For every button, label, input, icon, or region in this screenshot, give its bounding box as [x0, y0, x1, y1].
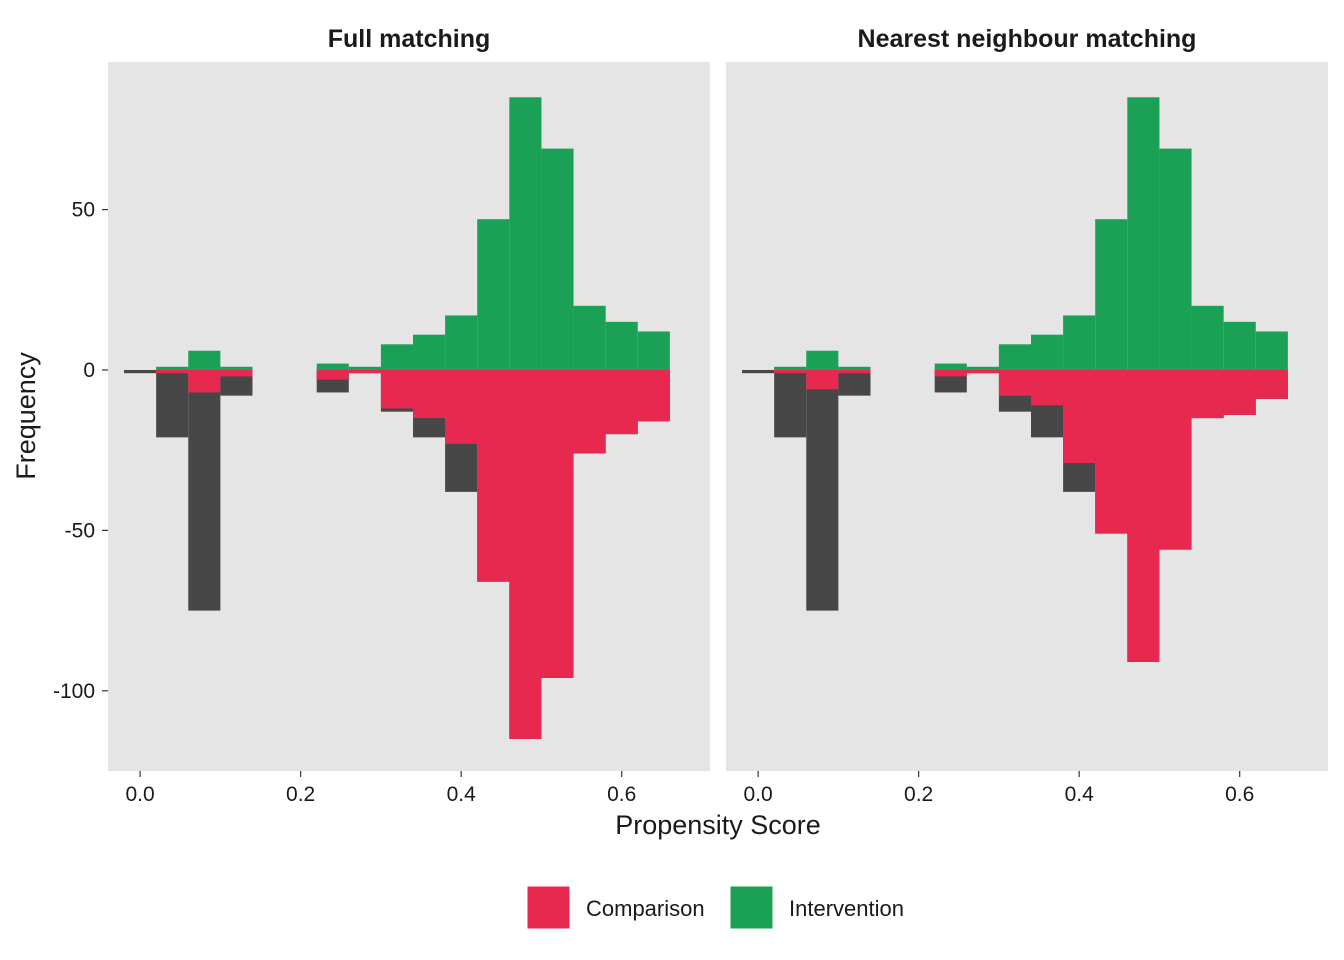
panel-1: Full matching 0.0 0.2 0.4 0.6	[108, 25, 710, 806]
bar-comparison-matched	[998, 369, 1032, 396]
x-tick-label: 0.6	[1225, 783, 1254, 806]
bar-intervention	[1127, 97, 1160, 370]
bar-intervention	[1031, 334, 1064, 370]
bar-comparison-matched	[348, 369, 381, 374]
bar-comparison-matched	[316, 369, 349, 380]
bar-intervention	[445, 315, 478, 370]
y-tick-label: 50	[72, 199, 95, 222]
bar-comparison-matched	[774, 369, 807, 374]
bar-comparison-matched	[1191, 369, 1224, 419]
panel-title: Nearest neighbour matching	[858, 25, 1197, 53]
panel-title: Full matching	[328, 25, 491, 53]
bar-comparison-matched	[806, 369, 839, 390]
bar-intervention	[966, 366, 999, 370]
bar-comparison-matched	[220, 369, 253, 377]
bar-comparison-matched	[838, 369, 871, 374]
bar-comparison-matched	[156, 369, 189, 374]
bar-comparison-matched	[934, 369, 967, 377]
bar-intervention	[806, 350, 839, 370]
x-tick-label: 0.4	[447, 783, 477, 806]
bar-comparison-matched	[188, 369, 221, 393]
bar-comparison-matched	[637, 369, 670, 422]
legend: Comparison Intervention	[526, 885, 904, 930]
bar-comparison-matched	[509, 369, 542, 739]
bar-intervention	[605, 321, 638, 370]
x-tick-label: 0.6	[607, 783, 636, 806]
panel-2: Nearest neighbour matching 0.0 0.2 0.4 0.6	[726, 25, 1328, 806]
legend-key-intervention	[729, 885, 774, 930]
bar-intervention	[413, 334, 446, 370]
bar-intervention	[637, 331, 670, 370]
bar-intervention	[774, 366, 807, 370]
bar-comparison-matched	[1095, 369, 1128, 534]
bar-intervention	[1191, 305, 1224, 370]
bar-intervention	[573, 305, 606, 370]
legend-key-comparison	[526, 885, 571, 930]
x-tick-label: 0.2	[904, 783, 933, 806]
bar-comparison-unmatched	[838, 369, 871, 396]
bar-comparison-matched	[1255, 369, 1288, 399]
bar-comparison-matched	[541, 369, 574, 678]
bar-comparison-matched	[966, 369, 999, 374]
bar-intervention	[1063, 315, 1096, 370]
bar-comparison-unmatched	[188, 369, 221, 611]
y-tick-label: -100	[53, 680, 95, 703]
bar-comparison-unmatched	[124, 369, 157, 374]
bar-intervention	[1223, 321, 1256, 370]
bar-intervention	[1095, 219, 1128, 370]
bar-comparison-unmatched	[774, 369, 807, 438]
bar-intervention	[1159, 148, 1192, 370]
y-tick-label: -50	[65, 519, 95, 542]
bar-comparison-matched	[1223, 369, 1256, 415]
bar-comparison-matched	[1127, 369, 1160, 662]
bar-comparison-matched	[1063, 369, 1096, 464]
bar-intervention	[316, 363, 349, 370]
bar-intervention	[348, 366, 381, 370]
x-tick-label: 0.4	[1065, 783, 1095, 806]
bar-comparison-unmatched	[742, 369, 775, 374]
bar-intervention	[1255, 331, 1288, 370]
bar-intervention	[477, 219, 510, 370]
bar-comparison-matched	[573, 369, 606, 454]
legend-label-intervention: Intervention	[789, 896, 904, 921]
bar-intervention	[934, 363, 967, 370]
bar-comparison-matched	[445, 369, 478, 444]
bar-comparison-unmatched	[806, 369, 839, 611]
legend-label-comparison: Comparison	[586, 896, 705, 921]
x-tick-label: 0.0	[126, 783, 155, 806]
bar-intervention	[838, 366, 871, 370]
x-tick-label: 0.2	[286, 783, 315, 806]
bar-intervention	[509, 97, 542, 370]
bar-intervention	[220, 366, 253, 370]
x-tick-label: 0.0	[744, 783, 773, 806]
bar-comparison-matched	[605, 369, 638, 435]
bar-comparison-matched	[1031, 369, 1064, 406]
x-axis-title: Propensity Score	[615, 810, 821, 840]
bar-intervention	[380, 344, 414, 370]
bar-intervention	[156, 366, 189, 370]
y-axis: 50 0 -50 -100	[53, 199, 108, 703]
bar-intervention	[998, 344, 1032, 370]
bar-comparison-matched	[477, 369, 510, 582]
bar-comparison-matched	[380, 369, 414, 409]
y-axis-title: Frequency	[11, 352, 41, 480]
y-tick-label: 0	[83, 359, 95, 382]
bar-comparison-unmatched	[156, 369, 189, 438]
bar-comparison-matched	[1159, 369, 1192, 550]
bar-intervention	[188, 350, 221, 370]
bar-intervention	[541, 148, 574, 370]
bar-comparison-matched	[413, 369, 446, 419]
